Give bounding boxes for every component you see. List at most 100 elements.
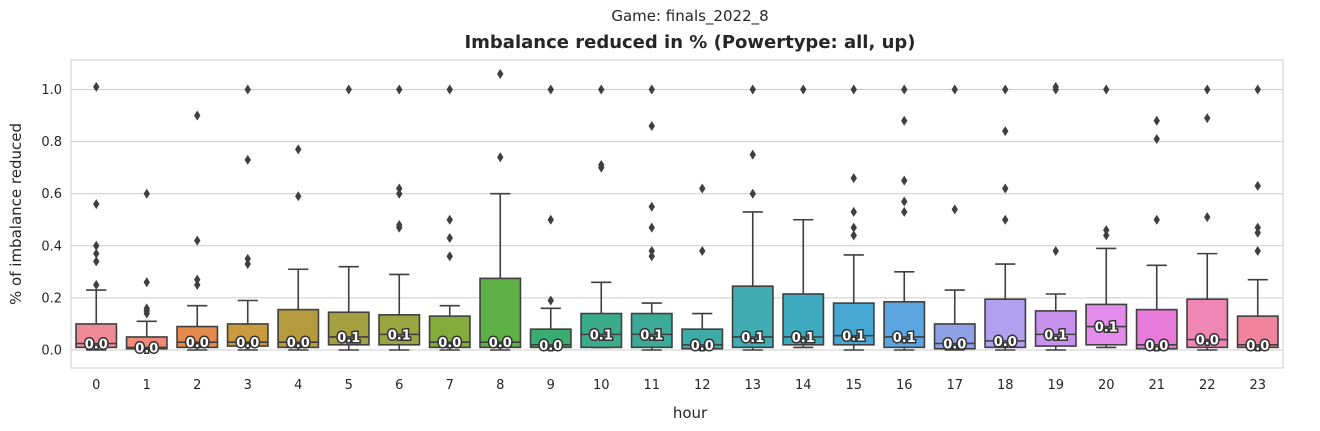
outlier-point xyxy=(446,251,453,262)
x-tick-label: 6 xyxy=(395,378,403,393)
outlier-point xyxy=(951,204,958,215)
outlier-point xyxy=(143,188,150,199)
outlier-point xyxy=(1103,225,1110,236)
median-label: 0.0 xyxy=(943,337,966,352)
outlier-point xyxy=(446,232,453,243)
outlier-point xyxy=(547,295,554,306)
median-label: 0.0 xyxy=(1246,339,1269,354)
outlier-point xyxy=(1052,81,1059,92)
x-tick-label: 7 xyxy=(446,378,454,393)
outlier-point xyxy=(1153,214,1160,225)
outlier-point xyxy=(194,279,201,290)
chart-title: Imbalance reduced in % (Powertype: all, … xyxy=(464,32,915,53)
y-tick-label: 0.0 xyxy=(41,344,62,359)
y-tick-label: 1.0 xyxy=(41,83,62,98)
outlier-point xyxy=(93,248,100,259)
outlier-point xyxy=(749,188,756,199)
box-body xyxy=(832,302,875,346)
median-label: 0.0 xyxy=(691,339,714,354)
x-tick-label: 5 xyxy=(345,378,353,393)
outlier-point xyxy=(295,144,302,155)
x-tick-label: 21 xyxy=(1148,378,1165,393)
outlier-point xyxy=(446,84,453,95)
y-tick-labels: 0.0 0.2 0.4 0.6 0.8 1.0 xyxy=(41,83,62,359)
outlier-point xyxy=(396,219,403,230)
outlier-point xyxy=(194,110,201,121)
x-tick-label: 16 xyxy=(896,378,913,393)
x-tick-label: 12 xyxy=(694,378,711,393)
box-5: 0.1 xyxy=(327,84,370,351)
outlier-point xyxy=(1103,84,1110,95)
median-label: 0.0 xyxy=(489,336,512,351)
box-body xyxy=(1085,303,1128,346)
outlier-point xyxy=(648,222,655,233)
box-body xyxy=(883,301,926,349)
box-15: 0.1 xyxy=(832,84,875,351)
outlier-point xyxy=(1204,113,1211,124)
box-23: 0.0 xyxy=(1236,84,1279,355)
plot-area xyxy=(70,59,1284,369)
box-21: 0.0 xyxy=(1135,115,1178,355)
box-1: 0.0 xyxy=(125,188,168,358)
x-axis-label: hour xyxy=(673,404,708,422)
box-body xyxy=(681,328,724,350)
outlier-point xyxy=(699,183,706,194)
median-label: 0.0 xyxy=(287,336,310,351)
median-label: 0.1 xyxy=(792,331,815,346)
outlier-point xyxy=(1002,84,1009,95)
outlier-point xyxy=(446,214,453,225)
x-tick-label: 0 xyxy=(92,378,100,393)
box-17: 0.0 xyxy=(933,84,976,354)
box-8: 0.0 xyxy=(479,68,522,353)
median-label: 0.1 xyxy=(893,331,916,346)
outlier-point xyxy=(648,201,655,212)
outlier-point xyxy=(497,152,504,163)
outlier-point xyxy=(93,256,100,267)
x-tick-label: 22 xyxy=(1199,378,1216,393)
median-label: 0.0 xyxy=(85,337,108,352)
outlier-point xyxy=(1254,180,1261,191)
outlier-point xyxy=(901,196,908,207)
outlier-point xyxy=(295,191,302,202)
x-tick-label: 8 xyxy=(496,378,504,393)
outlier-point xyxy=(800,84,807,95)
box-body xyxy=(277,308,320,349)
box-16: 0.1 xyxy=(883,84,926,351)
outlier-point xyxy=(598,84,605,95)
outlier-point xyxy=(1254,227,1261,238)
x-tick-labels: 0 1 2 3 4 5 6 7 8 9 10 11 12 13 14 15 16 17 18 19 20 21 22 23 xyxy=(92,378,1266,393)
box-body xyxy=(1236,315,1279,349)
outlier-point xyxy=(648,251,655,262)
outlier-point xyxy=(1204,84,1211,95)
box-18: 0.0 xyxy=(984,84,1027,351)
box-14: 0.1 xyxy=(782,84,825,349)
outlier-point xyxy=(244,259,251,270)
x-tick-label: 4 xyxy=(294,378,302,393)
box-6: 0.1 xyxy=(378,84,421,351)
x-tick-label: 18 xyxy=(997,378,1014,393)
box-0: 0.0 xyxy=(75,81,118,354)
outlier-point xyxy=(1254,222,1261,233)
box-body xyxy=(580,312,623,349)
outlier-point xyxy=(648,246,655,257)
outlier-point xyxy=(396,84,403,95)
box-body xyxy=(479,277,522,349)
median-label: 0.0 xyxy=(1145,339,1168,354)
x-tick-label: 11 xyxy=(643,378,660,393)
box-body xyxy=(933,323,976,350)
outlier-point xyxy=(1153,133,1160,144)
box-19: 0.1 xyxy=(1034,81,1077,351)
box-body xyxy=(125,336,168,350)
x-tick-label: 9 xyxy=(547,378,555,393)
box-body xyxy=(529,328,572,349)
outlier-point xyxy=(749,84,756,95)
outlier-point xyxy=(93,279,100,290)
y-tick-label: 0.8 xyxy=(41,135,62,150)
outlier-point xyxy=(143,277,150,288)
outlier-point xyxy=(850,230,857,241)
median-label: 0.0 xyxy=(539,339,562,354)
median-label: 0.0 xyxy=(994,335,1017,350)
grid-lines xyxy=(71,89,1283,351)
outlier-point xyxy=(901,175,908,186)
